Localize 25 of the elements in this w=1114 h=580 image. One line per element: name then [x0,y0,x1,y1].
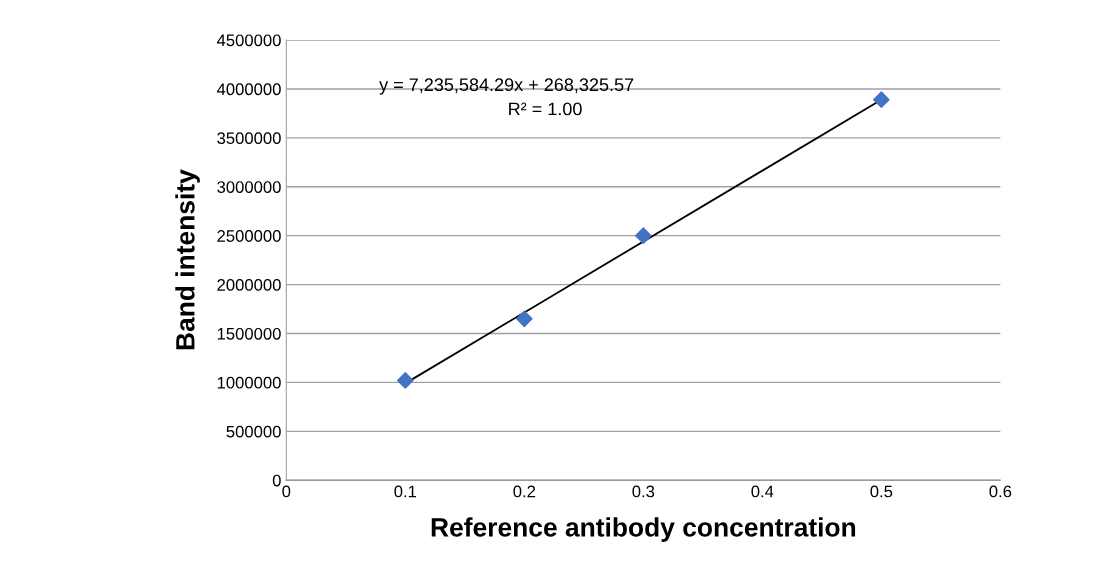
x-tick-label: 0.5 [870,485,893,498]
y-tick-label: 500000 [226,425,281,438]
annotation: y = 7,235,584.29x + 268,325.57 [379,78,634,95]
point [873,91,890,108]
point [635,227,652,244]
x-tick-label: 0.6 [989,485,1012,498]
y-tick-label: 4000000 [216,83,281,96]
y-tick-label: 1500000 [217,327,281,340]
x-tick-label: 0.3 [632,485,655,498]
y-axis-title: Band intensity [175,169,200,350]
y-tick-label: 3500000 [217,132,281,145]
y-tick-label: 4500000 [216,34,281,47]
y-tick-label: 0 [272,474,281,487]
x-tick-label: 0.2 [513,485,536,498]
y-tick-label: 3000000 [217,181,281,193]
x-tick-label: 0 [282,485,291,498]
x-tick-label: 0.4 [751,485,774,498]
y-tick-label: 2500000 [217,230,281,242]
point [397,372,414,389]
x-tick-label: 0.1 [394,485,417,498]
point [516,310,533,328]
y-tick-label: 1000000 [217,376,281,389]
x-axis-title: Reference antibody concentration [431,517,856,542]
annotation: R² = 1.00 [509,102,582,116]
y-tick-label: 2000000 [217,278,281,291]
